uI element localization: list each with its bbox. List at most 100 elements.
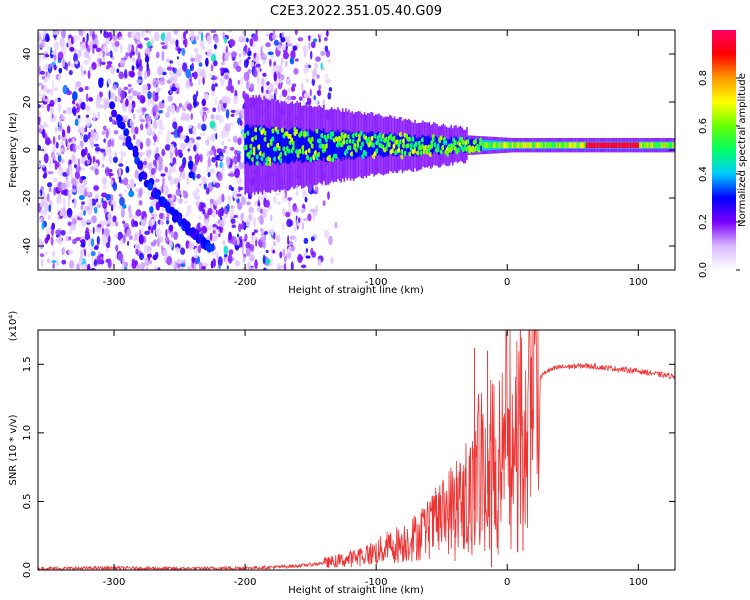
heatmap-noise-blob <box>165 228 168 238</box>
heatmap-noise-blob <box>260 46 263 56</box>
heatmap-noise-blob <box>328 87 333 92</box>
spectrogram-x-tick-label: 0 <box>504 277 510 288</box>
heatmap-noise-blob <box>260 236 267 242</box>
heatmap-noise-blob <box>202 76 205 85</box>
heatmap-noise-blob <box>40 186 44 192</box>
heatmap-noise-blob <box>217 256 223 267</box>
heatmap-noise-blob <box>187 124 193 129</box>
heatmap-noise-blob <box>53 87 59 92</box>
heatmap-band-body <box>426 136 429 154</box>
heatmap-noise-blob <box>322 66 326 71</box>
heatmap-band-core <box>563 142 566 149</box>
heatmap-noise-blob <box>148 51 151 59</box>
heatmap-noise-blob <box>178 266 184 270</box>
heatmap-band-body <box>470 139 473 152</box>
heatmap-band-core <box>513 142 515 149</box>
heatmap-noise-blob <box>101 235 108 246</box>
colorbar-label: Normalized spectral amplitude <box>737 73 748 227</box>
heatmap-noise-blob <box>107 212 111 219</box>
heatmap-noise-blob <box>270 226 274 236</box>
heatmap-band-core <box>494 142 497 149</box>
heatmap-noise-blob <box>60 113 63 118</box>
heatmap-band-core <box>577 142 580 149</box>
heatmap-noise-blob <box>156 238 160 248</box>
heatmap-band-core <box>551 142 553 149</box>
heatmap-noise-blob <box>114 95 118 103</box>
heatmap-noise-blob <box>113 233 119 238</box>
heatmap-noise-blob <box>155 178 160 183</box>
heatmap-noise-blob <box>195 153 200 163</box>
heatmap-noise-blob <box>89 246 93 253</box>
heatmap-noise-blob <box>302 218 309 222</box>
heatmap-noise-blob <box>157 161 160 168</box>
heatmap-noise-blob <box>110 204 114 212</box>
heatmap-noise-blob <box>78 195 85 200</box>
spectrogram-y-label: Frequency (Hz) <box>8 112 19 188</box>
heatmap-noise-blob <box>142 84 148 92</box>
heatmap-noise-blob <box>251 232 255 236</box>
heatmap-noise-blob <box>51 222 55 230</box>
heatmap-noise-blob <box>39 70 46 75</box>
heatmap-noise-blob <box>82 45 87 49</box>
heatmap-band-core <box>546 142 548 149</box>
snr-y-ticks: 0.0 0.5 1.0 1.5 <box>22 356 675 578</box>
heatmap-noise-blob <box>198 201 204 212</box>
spectrogram-x-ticks: -300 -200 -100 0 100 <box>103 30 648 288</box>
heatmap-noise-blob <box>72 91 78 101</box>
heatmap-noise-blob <box>277 44 282 51</box>
heatmap-noise-blob <box>88 229 94 233</box>
heatmap-noise-blob <box>70 63 75 69</box>
heatmap-noise-blob <box>210 114 215 120</box>
heatmap-band-core <box>489 142 492 149</box>
heatmap-noise-blob <box>152 90 156 101</box>
heatmap-noise-blob <box>148 225 151 231</box>
heatmap-noise-blob <box>57 181 63 192</box>
heatmap-noise-blob <box>293 226 297 232</box>
heatmap-noise-blob <box>215 161 218 168</box>
heatmap-noise-blob <box>99 91 103 98</box>
heatmap-band-body <box>365 134 368 159</box>
heatmap-noise-blob <box>287 235 290 246</box>
heatmap-noise-blob <box>177 48 182 52</box>
spectrogram-x-tick-label: 100 <box>629 277 648 288</box>
heatmap-noise-blob <box>113 129 119 135</box>
heatmap-noise-blob <box>137 151 143 158</box>
heatmap-noise-blob <box>69 229 72 235</box>
heatmap-noise-blob <box>102 45 109 53</box>
heatmap-band-core <box>503 142 506 149</box>
heatmap-noise-blob <box>138 252 144 261</box>
heatmap-noise-blob <box>38 65 41 76</box>
heatmap-noise-blob <box>193 263 197 270</box>
heatmap-noise-blob <box>237 137 242 146</box>
heatmap-noise-blob <box>202 107 208 111</box>
heatmap-noise-blob <box>65 138 68 147</box>
heatmap-noise-blob <box>201 266 206 270</box>
heatmap-noise-blob <box>309 50 313 60</box>
heatmap-noise-blob <box>187 265 193 270</box>
heatmap-noise-blob <box>134 232 138 241</box>
heatmap-noise-blob <box>271 34 277 40</box>
heatmap-noise-blob <box>72 137 75 145</box>
heatmap-noise-blob <box>52 177 58 183</box>
heatmap-band-body <box>255 124 258 162</box>
heatmap-noise-blob <box>320 50 326 56</box>
heatmap-noise-blob <box>200 68 206 78</box>
heatmap-noise-blob <box>180 247 186 255</box>
heatmap-noise-blob <box>104 168 111 174</box>
heatmap-noise-blob <box>194 247 198 255</box>
heatmap-band-core <box>524 142 526 149</box>
heatmap-noise-blob <box>75 81 81 88</box>
heatmap-noise-blob <box>262 240 267 249</box>
heatmap-noise-blob <box>38 117 41 126</box>
heatmap-noise-blob <box>162 213 166 221</box>
heatmap-noise-blob <box>175 246 180 254</box>
heatmap-band-core <box>483 142 486 149</box>
heatmap-noise-blob <box>238 186 244 191</box>
snr-x-tick-label: -300 <box>103 577 126 588</box>
heatmap-noise-blob <box>228 249 234 256</box>
heatmap-noise-blob <box>128 103 133 114</box>
heatmap-band-core <box>645 142 648 149</box>
heatmap-band-core <box>612 142 615 149</box>
heatmap-noise-blob <box>52 30 59 36</box>
heatmap-band-body <box>272 127 275 163</box>
